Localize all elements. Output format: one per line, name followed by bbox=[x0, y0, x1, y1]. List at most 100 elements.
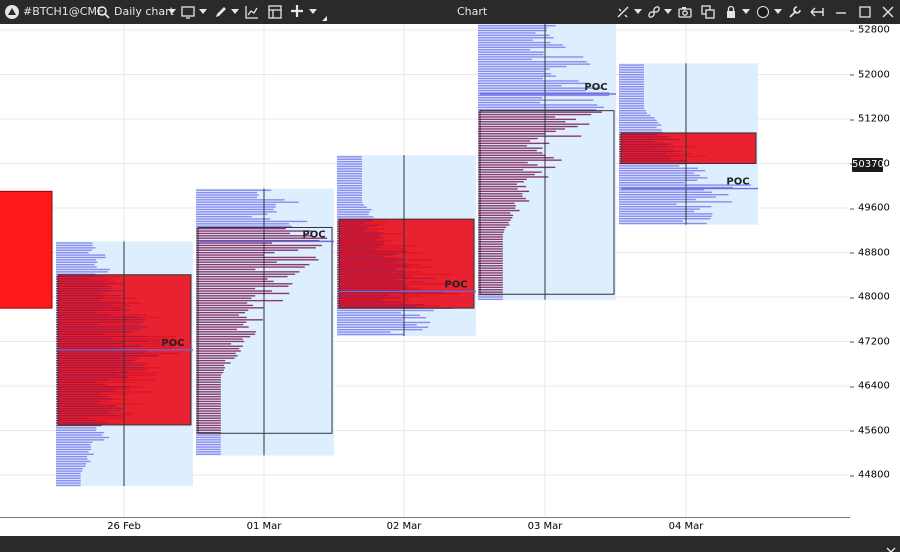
volume-bar bbox=[56, 482, 81, 483]
volume-bar bbox=[56, 252, 88, 253]
volume-bar bbox=[478, 167, 555, 168]
volume-bar bbox=[56, 271, 108, 272]
chevron-down-icon[interactable] bbox=[774, 9, 782, 15]
volume-bar bbox=[339, 295, 389, 296]
chart-type-icon[interactable] bbox=[181, 5, 195, 19]
minimize-icon[interactable] bbox=[835, 5, 847, 19]
chevron-down-icon[interactable] bbox=[231, 9, 239, 15]
chevron-down-icon[interactable] bbox=[309, 9, 317, 15]
price-axis[interactable]: 5280052000512005040049600488004800047200… bbox=[850, 24, 900, 518]
volume-bar bbox=[339, 225, 378, 226]
volume-bar bbox=[619, 96, 644, 97]
price-tick-label: 46400 bbox=[858, 381, 890, 392]
search-icon[interactable] bbox=[96, 5, 110, 19]
volume-bar bbox=[196, 281, 274, 282]
volume-bar bbox=[58, 377, 127, 378]
camera-icon[interactable] bbox=[678, 5, 692, 19]
copy-icon[interactable] bbox=[701, 5, 715, 19]
volume-bar bbox=[337, 310, 434, 311]
volume-bar bbox=[196, 329, 237, 330]
volume-bar bbox=[478, 121, 565, 122]
link-icon[interactable] bbox=[647, 5, 661, 19]
scroll-right-icon[interactable] bbox=[886, 540, 896, 559]
volume-bar bbox=[196, 367, 225, 368]
volume-bar bbox=[619, 220, 683, 221]
chevron-down-icon[interactable] bbox=[742, 9, 750, 15]
volume-bar bbox=[621, 160, 686, 161]
volume-bar bbox=[196, 374, 221, 375]
volume-bar bbox=[478, 188, 518, 189]
volume-bar bbox=[196, 211, 277, 212]
volume-bar bbox=[478, 39, 533, 40]
volume-bar bbox=[339, 292, 444, 293]
volume-bar bbox=[478, 95, 609, 96]
volume-bar bbox=[478, 176, 548, 177]
pencil-icon[interactable] bbox=[214, 5, 228, 19]
chevron-down-icon[interactable] bbox=[634, 9, 642, 15]
volume-bar bbox=[478, 207, 515, 208]
volume-bar bbox=[56, 463, 86, 464]
volume-bar bbox=[619, 211, 694, 212]
volume-bar bbox=[56, 437, 109, 438]
price-tick-label: 52800 bbox=[858, 25, 890, 36]
maximize-icon[interactable] bbox=[859, 5, 871, 19]
color-picker-icon[interactable] bbox=[756, 5, 770, 19]
indicators-icon[interactable] bbox=[245, 5, 259, 19]
collapse-icon[interactable] bbox=[810, 5, 824, 19]
volume-bar bbox=[196, 228, 286, 229]
volume-bar bbox=[196, 324, 243, 325]
add-icon[interactable] bbox=[290, 4, 304, 20]
volume-bar bbox=[478, 73, 551, 74]
volume-bar bbox=[58, 341, 160, 342]
volume-bar bbox=[58, 379, 109, 380]
volume-bar bbox=[478, 147, 542, 148]
chevron-down-icon[interactable] bbox=[168, 9, 176, 15]
volume-bar bbox=[478, 145, 527, 146]
volume-bar bbox=[196, 336, 250, 337]
volume-bar bbox=[58, 285, 107, 286]
volume-bar bbox=[478, 255, 503, 256]
volume-bar bbox=[478, 299, 503, 300]
lock-icon[interactable] bbox=[724, 5, 738, 19]
volume-bar bbox=[478, 200, 529, 201]
volume-bar bbox=[196, 283, 292, 284]
volume-bar bbox=[478, 272, 503, 273]
volume-bar bbox=[478, 27, 547, 28]
chevron-down-icon[interactable] bbox=[664, 9, 672, 15]
volume-bar bbox=[337, 159, 362, 160]
volume-bar bbox=[56, 430, 96, 431]
resize-corner-icon bbox=[322, 16, 327, 22]
volume-bar bbox=[196, 271, 299, 272]
volume-bar bbox=[478, 275, 503, 276]
volume-bar bbox=[196, 218, 270, 219]
volume-bar bbox=[478, 140, 530, 141]
symbol-selector[interactable]: #BTCH1@CME bbox=[23, 0, 104, 24]
volume-bar bbox=[196, 446, 221, 447]
volume-bar bbox=[478, 111, 602, 112]
settings-icon[interactable] bbox=[788, 5, 802, 19]
volume-bar bbox=[619, 98, 644, 99]
cursor-mode-icon[interactable] bbox=[616, 5, 630, 19]
templates-icon[interactable] bbox=[268, 5, 282, 19]
volume-bar bbox=[337, 166, 362, 167]
volume-bar bbox=[196, 382, 221, 383]
volume-bar bbox=[196, 422, 221, 423]
volume-bar bbox=[619, 127, 657, 128]
volume-bar bbox=[56, 480, 81, 481]
volume-bar bbox=[478, 25, 556, 26]
volume-bar bbox=[337, 178, 362, 179]
volume-bar bbox=[56, 475, 81, 476]
close-icon[interactable] bbox=[882, 5, 894, 19]
volume-bar bbox=[56, 247, 96, 248]
timeframe-dropdown[interactable]: Daily chart bbox=[114, 0, 174, 24]
volume-bar bbox=[339, 227, 368, 228]
chevron-down-icon[interactable] bbox=[199, 9, 207, 15]
volume-bar bbox=[339, 247, 380, 248]
volume-bar bbox=[56, 449, 91, 450]
volume-bar bbox=[619, 112, 647, 113]
volume-bar bbox=[478, 179, 527, 180]
poc-label: POC bbox=[726, 177, 749, 188]
